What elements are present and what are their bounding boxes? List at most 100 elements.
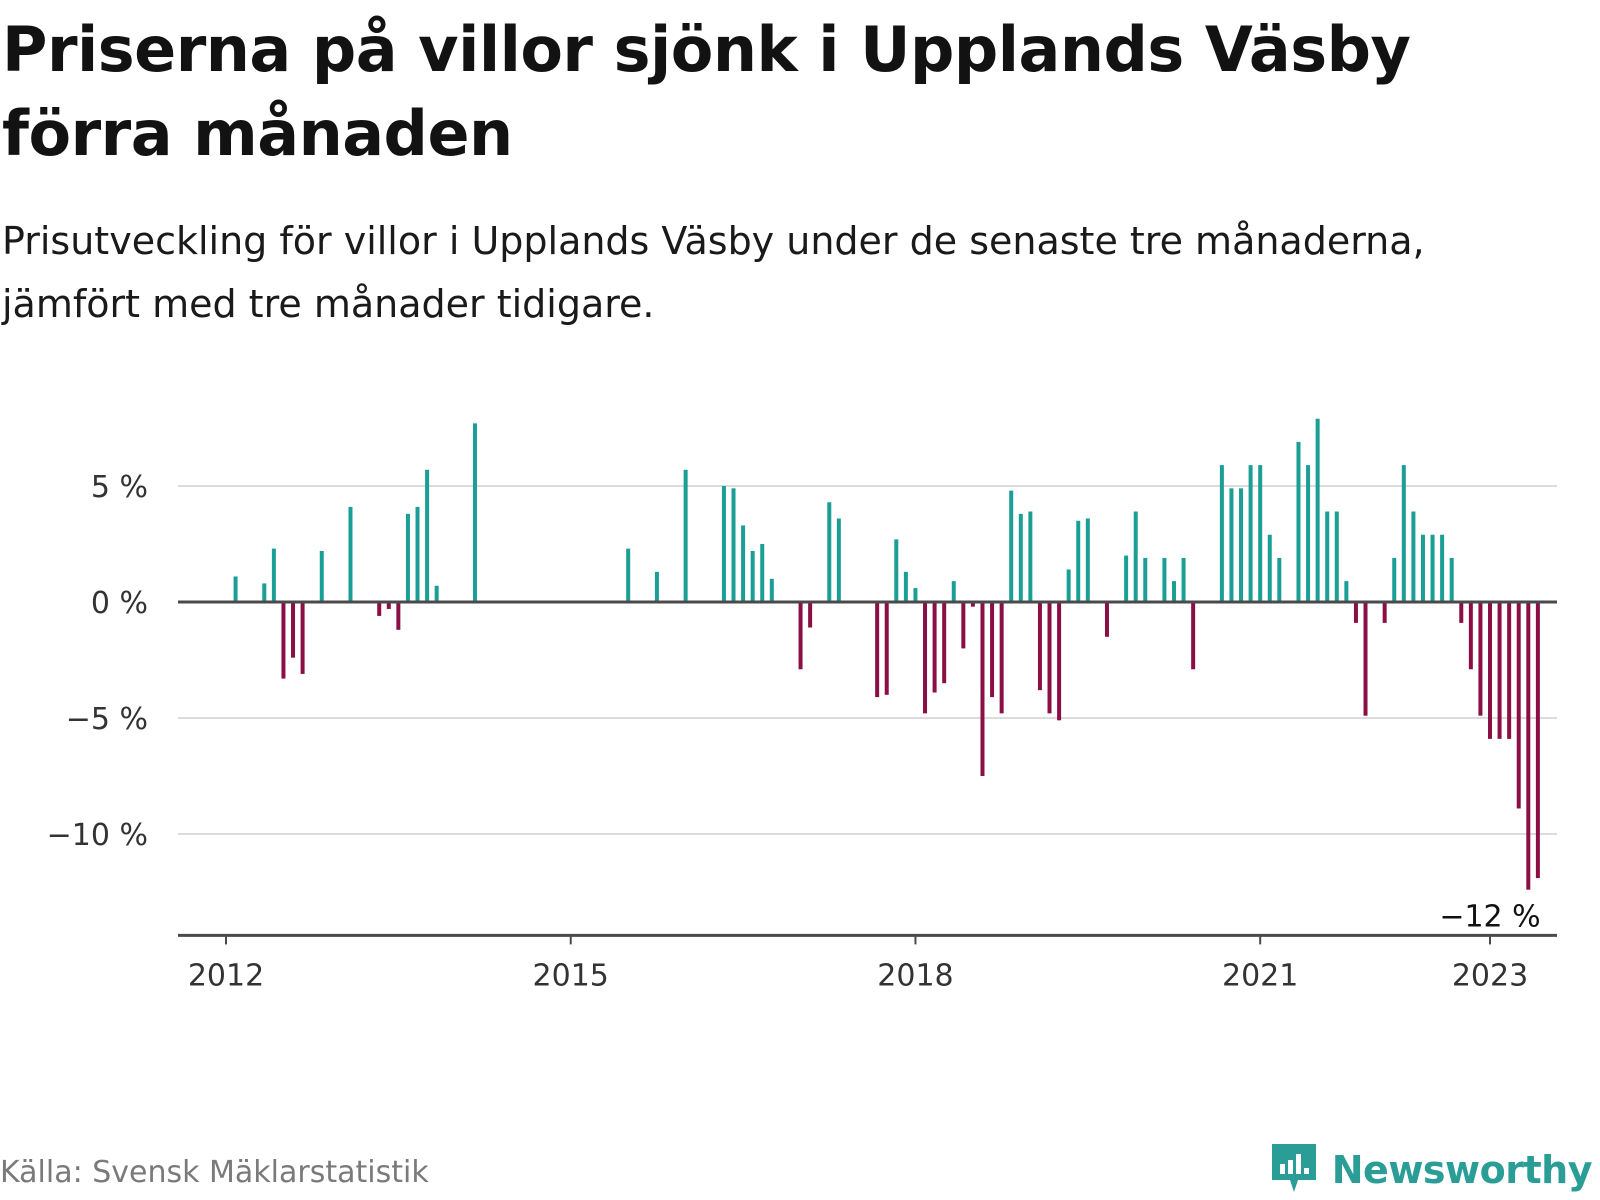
bar-negative (970, 602, 975, 607)
bar-negative (1516, 602, 1521, 809)
bar-positive (319, 550, 324, 602)
bar-positive (683, 469, 688, 602)
bar-negative (281, 602, 286, 679)
bar-negative (396, 602, 401, 630)
bar-positive (1172, 581, 1176, 602)
bar-positive (827, 502, 832, 602)
bar-positive (1267, 534, 1272, 602)
y-tick-label: −5 % (66, 702, 148, 737)
bar-positive (1248, 465, 1253, 602)
bar-positive (434, 585, 439, 602)
bar-positive (1449, 557, 1454, 602)
bar-positive (1306, 465, 1311, 602)
brand-logo[interactable]: Newsworthy (1268, 1140, 1593, 1200)
bar-positive (626, 548, 631, 602)
bar-negative (1488, 602, 1492, 739)
bar-negative (1382, 602, 1387, 623)
bar-negative (808, 602, 813, 628)
source-note: Källa: Svensk Mäklarstatistik (0, 1155, 429, 1190)
x-tick-label: 2018 (877, 958, 953, 993)
bar-positive (1401, 465, 1406, 602)
bar-negative (942, 602, 947, 684)
bar-positive (836, 518, 841, 602)
bar-positive (1315, 418, 1320, 602)
bar-negative (798, 602, 803, 670)
bar-negative (386, 602, 391, 609)
bar-positive (1076, 520, 1081, 602)
gridlines (178, 485, 1557, 835)
bar-positive (262, 583, 267, 602)
x-tick-label: 2012 (188, 958, 264, 993)
bar-negative (884, 602, 889, 695)
bar-negative (291, 602, 296, 658)
bar-negative (1104, 602, 1109, 637)
bar-positive (1430, 534, 1435, 602)
bar-positive (233, 576, 238, 602)
bar-negative (300, 602, 305, 674)
bars (233, 418, 1540, 890)
bar-positive (1066, 569, 1071, 602)
bar-chart: 5 % 0 % −5 % −10 % 2012 2015 2018 2021 2023 −12 % (47, 418, 1557, 993)
bar-positive (760, 544, 765, 602)
bar-positive (271, 548, 276, 602)
bar-positive (1334, 511, 1339, 602)
bar-positive (951, 581, 956, 602)
bar-positive (1392, 557, 1397, 602)
bar-positive (1420, 534, 1425, 602)
bar-positive (1411, 511, 1416, 602)
bar-positive (472, 423, 477, 602)
data-label-annotation: −12 % (1439, 899, 1540, 934)
bar-positive (1028, 511, 1033, 602)
chart-title: Priserna på villor sjönk i Upplands Väsb… (2, 13, 1411, 170)
x-tick-label: 2015 (533, 958, 609, 993)
bar-negative (1057, 602, 1062, 721)
bar-positive (1344, 581, 1349, 602)
bar-positive (1325, 511, 1330, 602)
bar-positive (348, 506, 353, 602)
bar-negative (1191, 602, 1196, 670)
bar-positive (1162, 557, 1167, 602)
bar-negative (1353, 602, 1358, 623)
bar-negative (1363, 602, 1368, 716)
bar-positive (1143, 557, 1148, 602)
bar-positive (425, 469, 430, 602)
bar-positive (721, 486, 726, 602)
bar-negative (1507, 602, 1512, 739)
bar-negative (961, 602, 966, 649)
bar-negative (1047, 602, 1052, 714)
bar-negative (1037, 602, 1042, 691)
bar-positive (1009, 490, 1014, 602)
bar-positive (903, 571, 908, 602)
bar-positive (1219, 465, 1224, 602)
bar-positive (731, 488, 736, 602)
bar-positive (1181, 557, 1186, 602)
bar-positive (1296, 441, 1301, 602)
bar-negative (1497, 602, 1502, 739)
bar-positive (750, 550, 755, 602)
bar-negative (1526, 602, 1531, 890)
bar-positive (894, 539, 899, 602)
axes (178, 600, 1557, 945)
chart-subtitle: Prisutveckling för villor i Upplands Väs… (2, 219, 1425, 326)
bar-positive (654, 571, 659, 602)
bar-positive (1018, 513, 1023, 602)
bar-positive (405, 513, 410, 602)
bar-negative (990, 602, 995, 698)
y-tick-label: 0 % (91, 586, 148, 621)
bar-negative (1535, 602, 1540, 879)
bar-positive (769, 578, 774, 602)
bar-negative (875, 602, 880, 698)
brand-name: Newsworthy (1331, 1148, 1593, 1192)
y-tick-label: 5 % (91, 470, 148, 505)
bar-positive (741, 525, 746, 602)
bar-positive (1085, 518, 1090, 602)
x-tick-label: 2023 (1452, 958, 1528, 993)
bar-negative (999, 602, 1004, 714)
bar-positive (913, 588, 918, 602)
bar-negative (1459, 602, 1464, 623)
bar-positive (1258, 465, 1263, 602)
bar-positive (1229, 488, 1234, 602)
bar-negative (980, 602, 985, 776)
bar-negative (923, 602, 928, 714)
bar-positive (1124, 555, 1129, 602)
